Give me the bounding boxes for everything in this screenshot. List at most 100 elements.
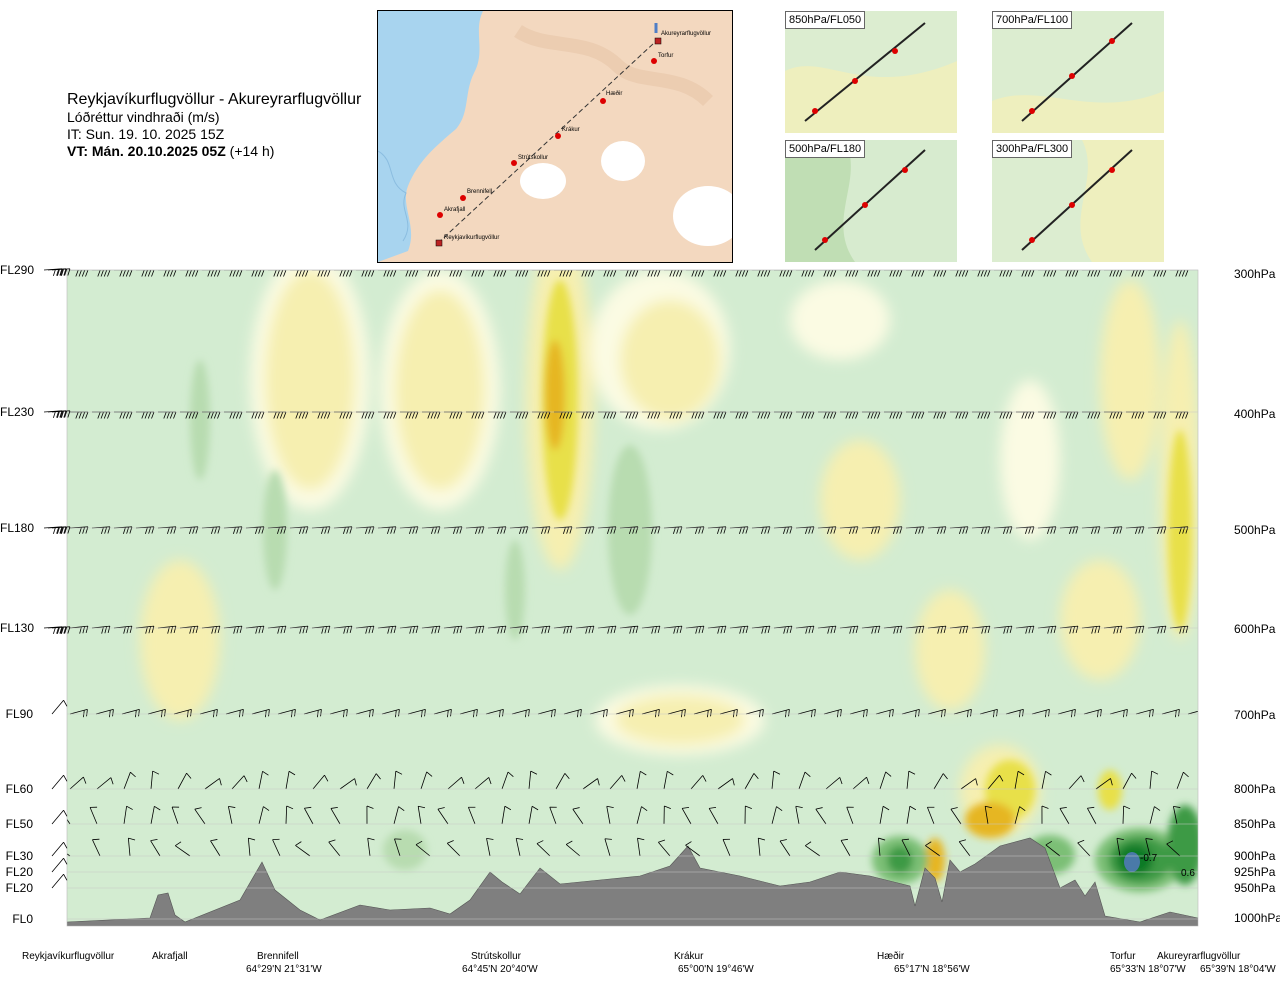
wind-barb — [202, 270, 221, 277]
wind-barb — [884, 270, 903, 277]
wind-barb — [537, 708, 556, 718]
wind-barb — [1147, 625, 1167, 634]
wind-barb — [729, 526, 749, 535]
wind-barb — [136, 270, 155, 277]
wind-barb — [329, 708, 348, 718]
wind-barb — [971, 625, 991, 634]
terrain-profile — [67, 837, 1198, 926]
wind-barb — [620, 270, 639, 277]
wind-barb — [486, 837, 494, 857]
wind-barb — [515, 838, 524, 857]
mini-map-300: 300hPa/FL300 — [992, 140, 1164, 262]
waypoint-reykjavik — [435, 239, 443, 247]
fl-label-230: FL230 — [0, 405, 35, 419]
wind-barb — [1161, 708, 1180, 718]
map-label-strutskollur: Strútskollur — [518, 155, 548, 161]
wind-barb — [554, 270, 573, 277]
wind-barb — [150, 770, 160, 790]
wind-barb — [663, 526, 683, 535]
vortex-core — [1124, 852, 1140, 872]
wind-barb — [685, 526, 705, 535]
hpa-label-400: 400hPa — [1234, 407, 1276, 421]
wind-barb — [707, 625, 727, 634]
waypoint-strutskollur — [511, 160, 517, 166]
wind-barb — [127, 837, 136, 857]
wind-barb — [839, 526, 859, 535]
fl-label-180: FL180 — [0, 521, 35, 535]
wind-barb — [531, 526, 551, 535]
wind-barb — [729, 625, 749, 634]
fl-label-60: FL60 — [5, 782, 33, 796]
map-label-akrafjall: Akrafjall — [444, 207, 465, 213]
wind-barb — [849, 708, 868, 718]
wind-barb — [194, 807, 206, 825]
wind-barb — [377, 625, 397, 634]
wind-barb — [1081, 526, 1101, 535]
hpa-label-600: 600hPa — [1234, 622, 1276, 636]
wind-barb — [1145, 838, 1153, 857]
wind-barb — [774, 270, 793, 277]
wind-barb — [840, 838, 851, 857]
wind-barb — [1126, 270, 1145, 277]
wind-barb — [883, 526, 903, 535]
wind-barb — [150, 805, 161, 825]
wind-barb — [751, 625, 771, 634]
wind-barb — [532, 270, 551, 277]
wind-barb — [339, 778, 357, 790]
wind-barb — [852, 776, 870, 790]
wind-barb — [158, 270, 177, 277]
wind-barb — [113, 526, 133, 535]
wind-barb — [722, 838, 731, 857]
wind-barb — [474, 777, 492, 790]
wind-barb — [925, 841, 941, 857]
mini-map-500-graphic — [785, 140, 957, 262]
highlands — [514, 24, 713, 107]
wind-barb — [719, 708, 738, 718]
wind-barb — [1037, 526, 1057, 535]
wind-barb — [818, 270, 837, 277]
wind-barb — [1041, 805, 1049, 825]
wind-barb — [1014, 806, 1026, 825]
glacier-3 — [673, 186, 732, 246]
wind-barb — [247, 837, 256, 857]
wind-barb — [604, 838, 612, 857]
wind-barb — [443, 526, 463, 535]
wind-barb — [1041, 771, 1052, 790]
wind-barb — [433, 708, 452, 718]
wind-barb — [91, 526, 111, 535]
location-strutskollur: Strútskollur — [471, 951, 522, 962]
wind-barb — [875, 708, 894, 718]
wind-barb — [861, 526, 881, 535]
hpa-label-850: 850hPa — [1234, 817, 1276, 831]
wind-barb — [173, 708, 192, 718]
waypoint-akrafjall — [437, 212, 443, 218]
wind-barb — [636, 806, 648, 825]
wind-barb — [797, 708, 816, 718]
wind-barb — [1169, 526, 1189, 535]
wind-barb — [565, 840, 581, 857]
wind-barb — [92, 270, 111, 277]
wind-barb — [333, 625, 353, 634]
fl-label-30: FL30 — [5, 849, 33, 863]
route-map-labels: Akureyrarflugvöllur Torfur Hæðir Krákur … — [444, 31, 711, 241]
hpa-label-1000: 1000hPa — [1234, 911, 1280, 925]
waypoint-torfur — [651, 58, 657, 64]
valid-time-offset: (+14 h) — [229, 143, 275, 159]
wind-barb — [906, 270, 925, 277]
hpa-label-700: 700hPa — [1234, 708, 1276, 722]
wind-barb — [1060, 270, 1079, 277]
wind-barb — [795, 805, 803, 825]
waypoint-krakur — [555, 133, 561, 139]
wind-barb — [779, 839, 791, 857]
wind-barb — [465, 625, 485, 634]
wind-barb — [394, 838, 402, 857]
wind-barb — [355, 625, 375, 634]
wind-barb — [328, 839, 341, 857]
wind-barb — [1037, 625, 1057, 634]
wind-barb — [1038, 270, 1057, 277]
wind-barb — [883, 625, 903, 634]
wind-barb — [1031, 708, 1050, 718]
glacier-2 — [601, 141, 645, 181]
wind-barb — [251, 708, 270, 718]
wind-barb — [549, 806, 557, 825]
